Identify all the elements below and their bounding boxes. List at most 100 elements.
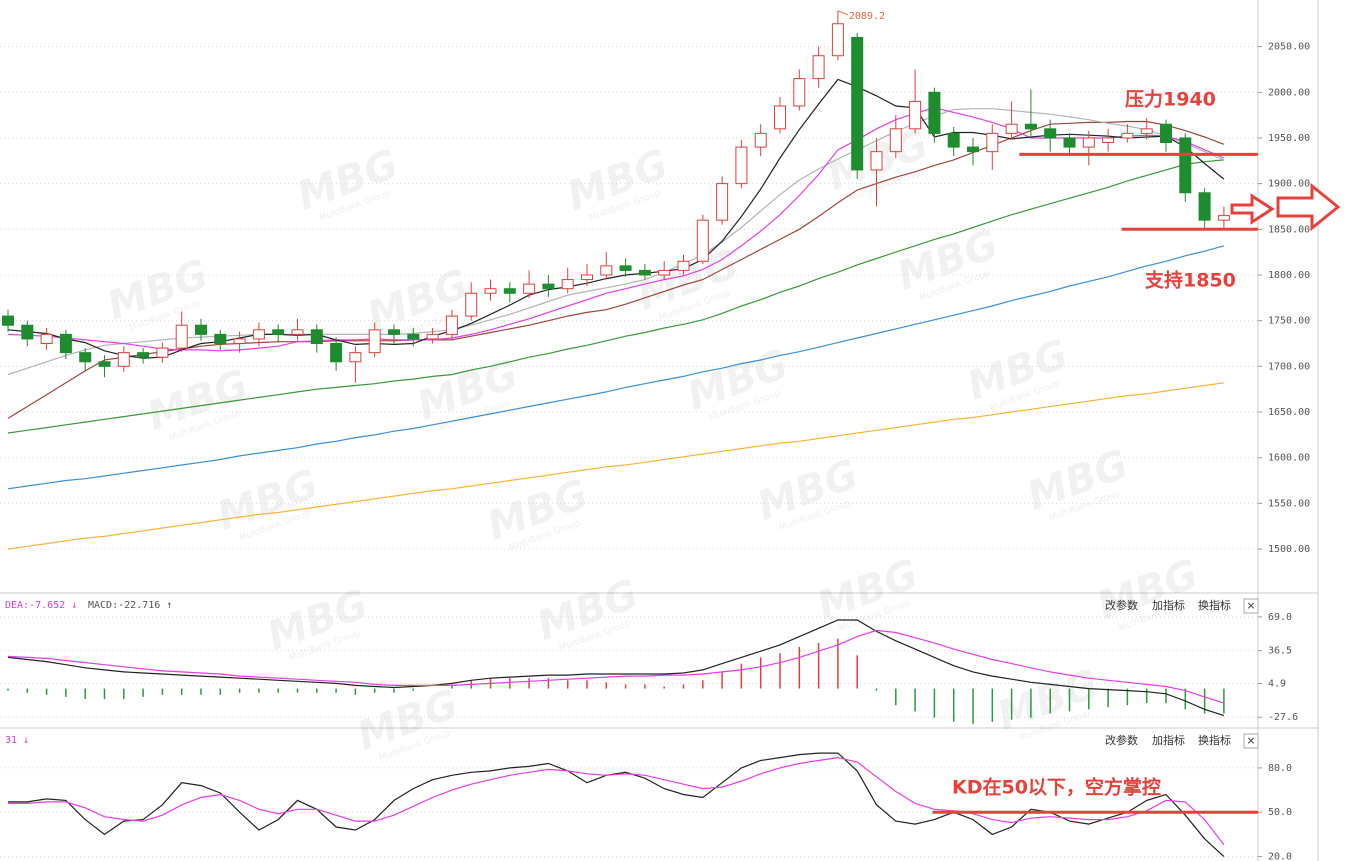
candle-body xyxy=(831,23,844,57)
candle-body xyxy=(793,78,806,107)
y-tick-label: 1700.00 xyxy=(1268,361,1310,372)
y-tick-label: 1900.00 xyxy=(1268,179,1310,190)
panel-header: 31 ↓ xyxy=(5,735,29,746)
candle-body xyxy=(889,128,902,153)
close-box[interactable] xyxy=(1243,598,1259,614)
candle-body xyxy=(561,279,574,290)
candle-body xyxy=(542,283,555,290)
candle-body xyxy=(928,91,941,134)
candle-body xyxy=(1102,137,1115,144)
candle-body xyxy=(1024,123,1037,130)
line-series xyxy=(7,619,1225,717)
candle-body xyxy=(79,352,92,363)
arrow-icon xyxy=(1230,193,1275,225)
panel-button[interactable]: 换指标 xyxy=(1198,598,1231,612)
candle-body xyxy=(156,347,169,358)
candle-body xyxy=(851,36,864,171)
candle-body xyxy=(812,55,825,80)
candle-body xyxy=(2,315,14,326)
high-label: 2089.2 xyxy=(849,11,885,22)
candle-body xyxy=(484,288,497,294)
candle-body xyxy=(252,329,265,340)
candle-body xyxy=(445,315,458,335)
y-tick-label: 1950.00 xyxy=(1268,133,1310,144)
candle-body xyxy=(754,132,767,148)
line-series xyxy=(7,629,1225,704)
candle-body xyxy=(1160,123,1172,144)
line-series xyxy=(7,108,1225,376)
annotation-text: 压力1940 xyxy=(1125,88,1216,111)
candle-body xyxy=(175,324,188,349)
close-button[interactable]: × xyxy=(1246,599,1255,612)
y-tick-label: 4.9 xyxy=(1268,678,1286,689)
candle-body xyxy=(967,146,979,153)
candle-body xyxy=(1179,137,1192,194)
y-tick-label: 2000.00 xyxy=(1268,87,1310,98)
candle-body xyxy=(98,361,111,367)
line-series xyxy=(7,382,1224,550)
candle-body xyxy=(523,283,536,294)
candle-body xyxy=(388,329,400,335)
candle-body xyxy=(349,352,362,363)
panel-button[interactable]: 换指标 xyxy=(1198,733,1231,747)
panel-header: MACD:-22.716 ↑ xyxy=(88,600,172,611)
annotation-text: 支持1850 xyxy=(1144,269,1236,292)
line-series xyxy=(7,120,1225,419)
y-tick-label: 1500.00 xyxy=(1268,544,1310,555)
candle-body xyxy=(291,329,304,335)
y-tick-label: 2050.00 xyxy=(1268,42,1310,53)
candle-body xyxy=(330,343,343,363)
candle-body xyxy=(638,269,651,276)
candle-body xyxy=(696,219,709,262)
y-tick-label: 1800.00 xyxy=(1268,270,1310,281)
candle-body xyxy=(947,132,960,148)
line-series xyxy=(7,107,1225,352)
line-series xyxy=(8,756,1225,846)
candle-body xyxy=(1198,192,1211,221)
candle-body xyxy=(1063,137,1076,148)
y-tick-label: 1850.00 xyxy=(1268,224,1310,235)
candle-body xyxy=(137,352,150,358)
annotation-text: KD在50以下，空方掌控 xyxy=(952,776,1161,799)
panel-button[interactable]: 加指标 xyxy=(1152,733,1185,747)
candle-body xyxy=(658,269,671,276)
y-tick-label: 1550.00 xyxy=(1268,498,1310,509)
candle-body xyxy=(503,288,516,294)
candle-body xyxy=(233,338,246,345)
candle-body xyxy=(368,329,381,354)
candle-body xyxy=(40,333,53,345)
candle-body xyxy=(272,329,285,335)
candle-body xyxy=(1005,123,1018,134)
line-series xyxy=(7,245,1225,490)
arrow-icon xyxy=(1276,182,1341,232)
candle-body xyxy=(619,265,632,271)
close-button[interactable]: × xyxy=(1246,734,1255,747)
y-tick-label: 20.0 xyxy=(1268,852,1292,861)
candle-body xyxy=(600,265,613,276)
candle-body xyxy=(59,333,72,354)
panel-button[interactable]: 改参数 xyxy=(1105,598,1138,612)
high-pointer xyxy=(837,10,849,16)
candle-body xyxy=(735,146,748,185)
candle-body xyxy=(21,324,34,340)
candle-body xyxy=(465,292,478,317)
y-tick-label: 1750.00 xyxy=(1268,316,1310,327)
panel-button[interactable]: 加指标 xyxy=(1152,598,1185,612)
candle-body xyxy=(426,333,439,340)
y-tick-label: 50.0 xyxy=(1268,807,1292,818)
candle-body xyxy=(1217,215,1230,221)
panel-button[interactable]: 改参数 xyxy=(1105,733,1138,747)
candle-body xyxy=(310,329,323,345)
candle-body xyxy=(1121,132,1134,139)
y-tick-label: 69.0 xyxy=(1268,612,1292,623)
candle-body xyxy=(774,105,786,130)
candle-body xyxy=(581,274,593,281)
candle-body xyxy=(909,100,922,130)
candle-body xyxy=(677,260,690,271)
candle-body xyxy=(195,324,207,335)
close-box[interactable] xyxy=(1243,733,1259,749)
y-tick-label: 36.5 xyxy=(1268,646,1292,657)
candle-body xyxy=(214,333,227,345)
